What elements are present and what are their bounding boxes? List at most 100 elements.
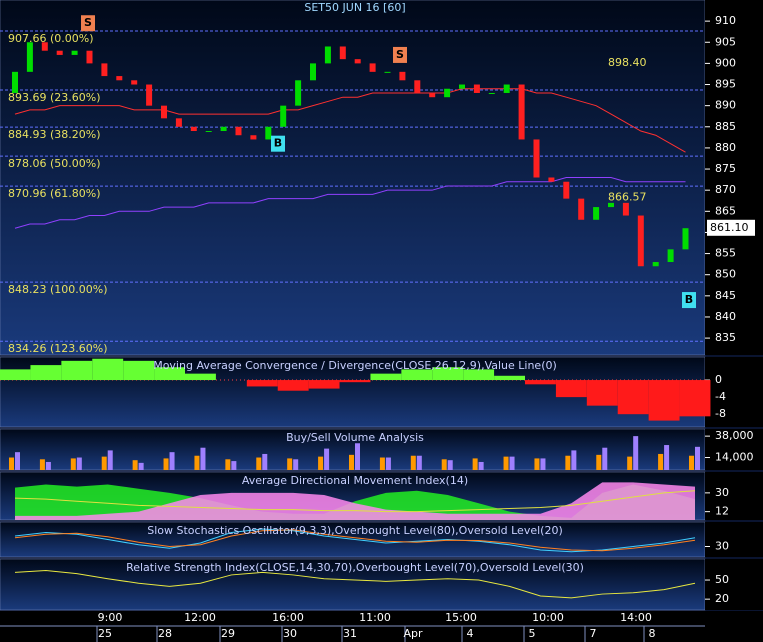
candle	[175, 118, 182, 127]
fib-label: 893.69 (23.60%)	[8, 91, 101, 104]
signal-box	[81, 15, 95, 32]
volume-bar	[256, 457, 262, 470]
day-label: 30	[283, 627, 297, 640]
macd-bar	[370, 373, 402, 381]
fib-label: 834.26 (123.60%)	[8, 342, 108, 355]
candle	[71, 50, 78, 55]
panel-background	[0, 558, 706, 611]
candle	[503, 84, 510, 93]
candle	[131, 80, 138, 85]
last-price-box	[707, 219, 755, 236]
y-tick-label: 845	[715, 289, 736, 302]
hour-label: 14:00	[620, 611, 652, 624]
candle	[205, 131, 212, 133]
volume-bar	[169, 452, 175, 470]
candle	[41, 42, 48, 51]
day-label: 7	[590, 627, 597, 640]
candle	[652, 262, 659, 267]
volume-bar	[9, 457, 14, 470]
day-label: 28	[158, 627, 172, 640]
volume-bar	[689, 455, 694, 470]
volume-bar	[76, 457, 82, 470]
hour-label: 9:00	[98, 611, 123, 624]
moving-average	[14, 88, 686, 153]
volume-bar	[633, 436, 639, 470]
candle	[146, 84, 153, 106]
macd-bar	[30, 365, 62, 381]
axis-background	[705, 472, 763, 520]
candle	[608, 202, 614, 208]
volume-bar	[39, 459, 45, 470]
volume-bar	[534, 458, 540, 470]
volume-bar	[478, 461, 484, 470]
volume-bar	[596, 454, 602, 470]
macd-bar	[0, 369, 31, 381]
candle	[12, 71, 18, 93]
volume-bar	[509, 456, 515, 470]
volume-bar	[138, 462, 144, 470]
macd-bar	[648, 380, 680, 421]
y-tick-label: 895	[715, 78, 736, 91]
volume-bar	[324, 448, 330, 470]
candle	[384, 71, 391, 73]
candle	[310, 63, 316, 81]
volume-bar	[293, 459, 299, 470]
volume-bar	[200, 447, 206, 470]
y-tick-label: 20	[715, 592, 729, 605]
y-tick-label: 840	[715, 310, 736, 323]
macd-bar	[432, 367, 464, 381]
axis-background	[705, 429, 763, 470]
last-price: 861.10	[710, 221, 749, 234]
candle	[116, 76, 123, 81]
y-tick-label: 910	[715, 14, 736, 27]
y-tick-label: 850	[715, 268, 736, 281]
signal-label: S	[84, 16, 92, 29]
candle	[339, 46, 346, 60]
y-tick-label: 835	[715, 331, 736, 344]
day-label: 31	[343, 627, 357, 640]
signal-box	[682, 292, 696, 309]
candle	[667, 249, 674, 263]
macd-bar	[277, 380, 309, 391]
macd-bar	[61, 360, 93, 381]
adx-area	[15, 482, 695, 520]
volume-bar	[472, 458, 478, 470]
candle	[429, 92, 436, 98]
candle	[399, 71, 406, 81]
volume-bar	[602, 447, 608, 470]
hour-label: 15:00	[445, 611, 477, 624]
signal-label: B	[685, 293, 693, 306]
candle	[220, 126, 227, 132]
panel-title: Moving Average Convergence / Divergence(…	[153, 359, 557, 372]
y-tick-label: 30	[715, 540, 729, 553]
volume-bar	[416, 455, 422, 470]
moving-average	[14, 177, 686, 229]
candle	[235, 126, 242, 136]
volume-bar	[658, 453, 664, 470]
volume-bar	[45, 461, 51, 470]
volume-bar	[107, 450, 113, 470]
volume-bar	[627, 456, 633, 470]
volume-bar	[355, 443, 360, 470]
candle	[578, 198, 585, 220]
price-annotation: 898.40	[608, 56, 647, 69]
volume-bar	[695, 446, 700, 470]
candle	[548, 177, 555, 182]
macd-bar	[246, 380, 278, 387]
adx-line	[14, 490, 696, 513]
panel-title: Buy/Sell Volume Analysis	[286, 431, 424, 444]
fib-label: 870.96 (61.80%)	[8, 187, 101, 200]
y-tick-label: 855	[715, 247, 736, 260]
volume-bar	[225, 459, 231, 470]
y-tick-label: 890	[715, 99, 736, 112]
candle	[473, 84, 480, 93]
indicator-line	[14, 569, 696, 599]
chart-title: SET50 JUN 16 [60]	[304, 1, 405, 14]
signal-label: B	[274, 137, 282, 150]
day-label: 29	[221, 627, 235, 640]
candle	[593, 207, 600, 220]
candle	[622, 202, 629, 216]
candle	[354, 59, 361, 64]
candle	[533, 139, 540, 178]
panel-title: Slow Stochastics Oscillator(9,3,3),Overb…	[147, 524, 563, 537]
